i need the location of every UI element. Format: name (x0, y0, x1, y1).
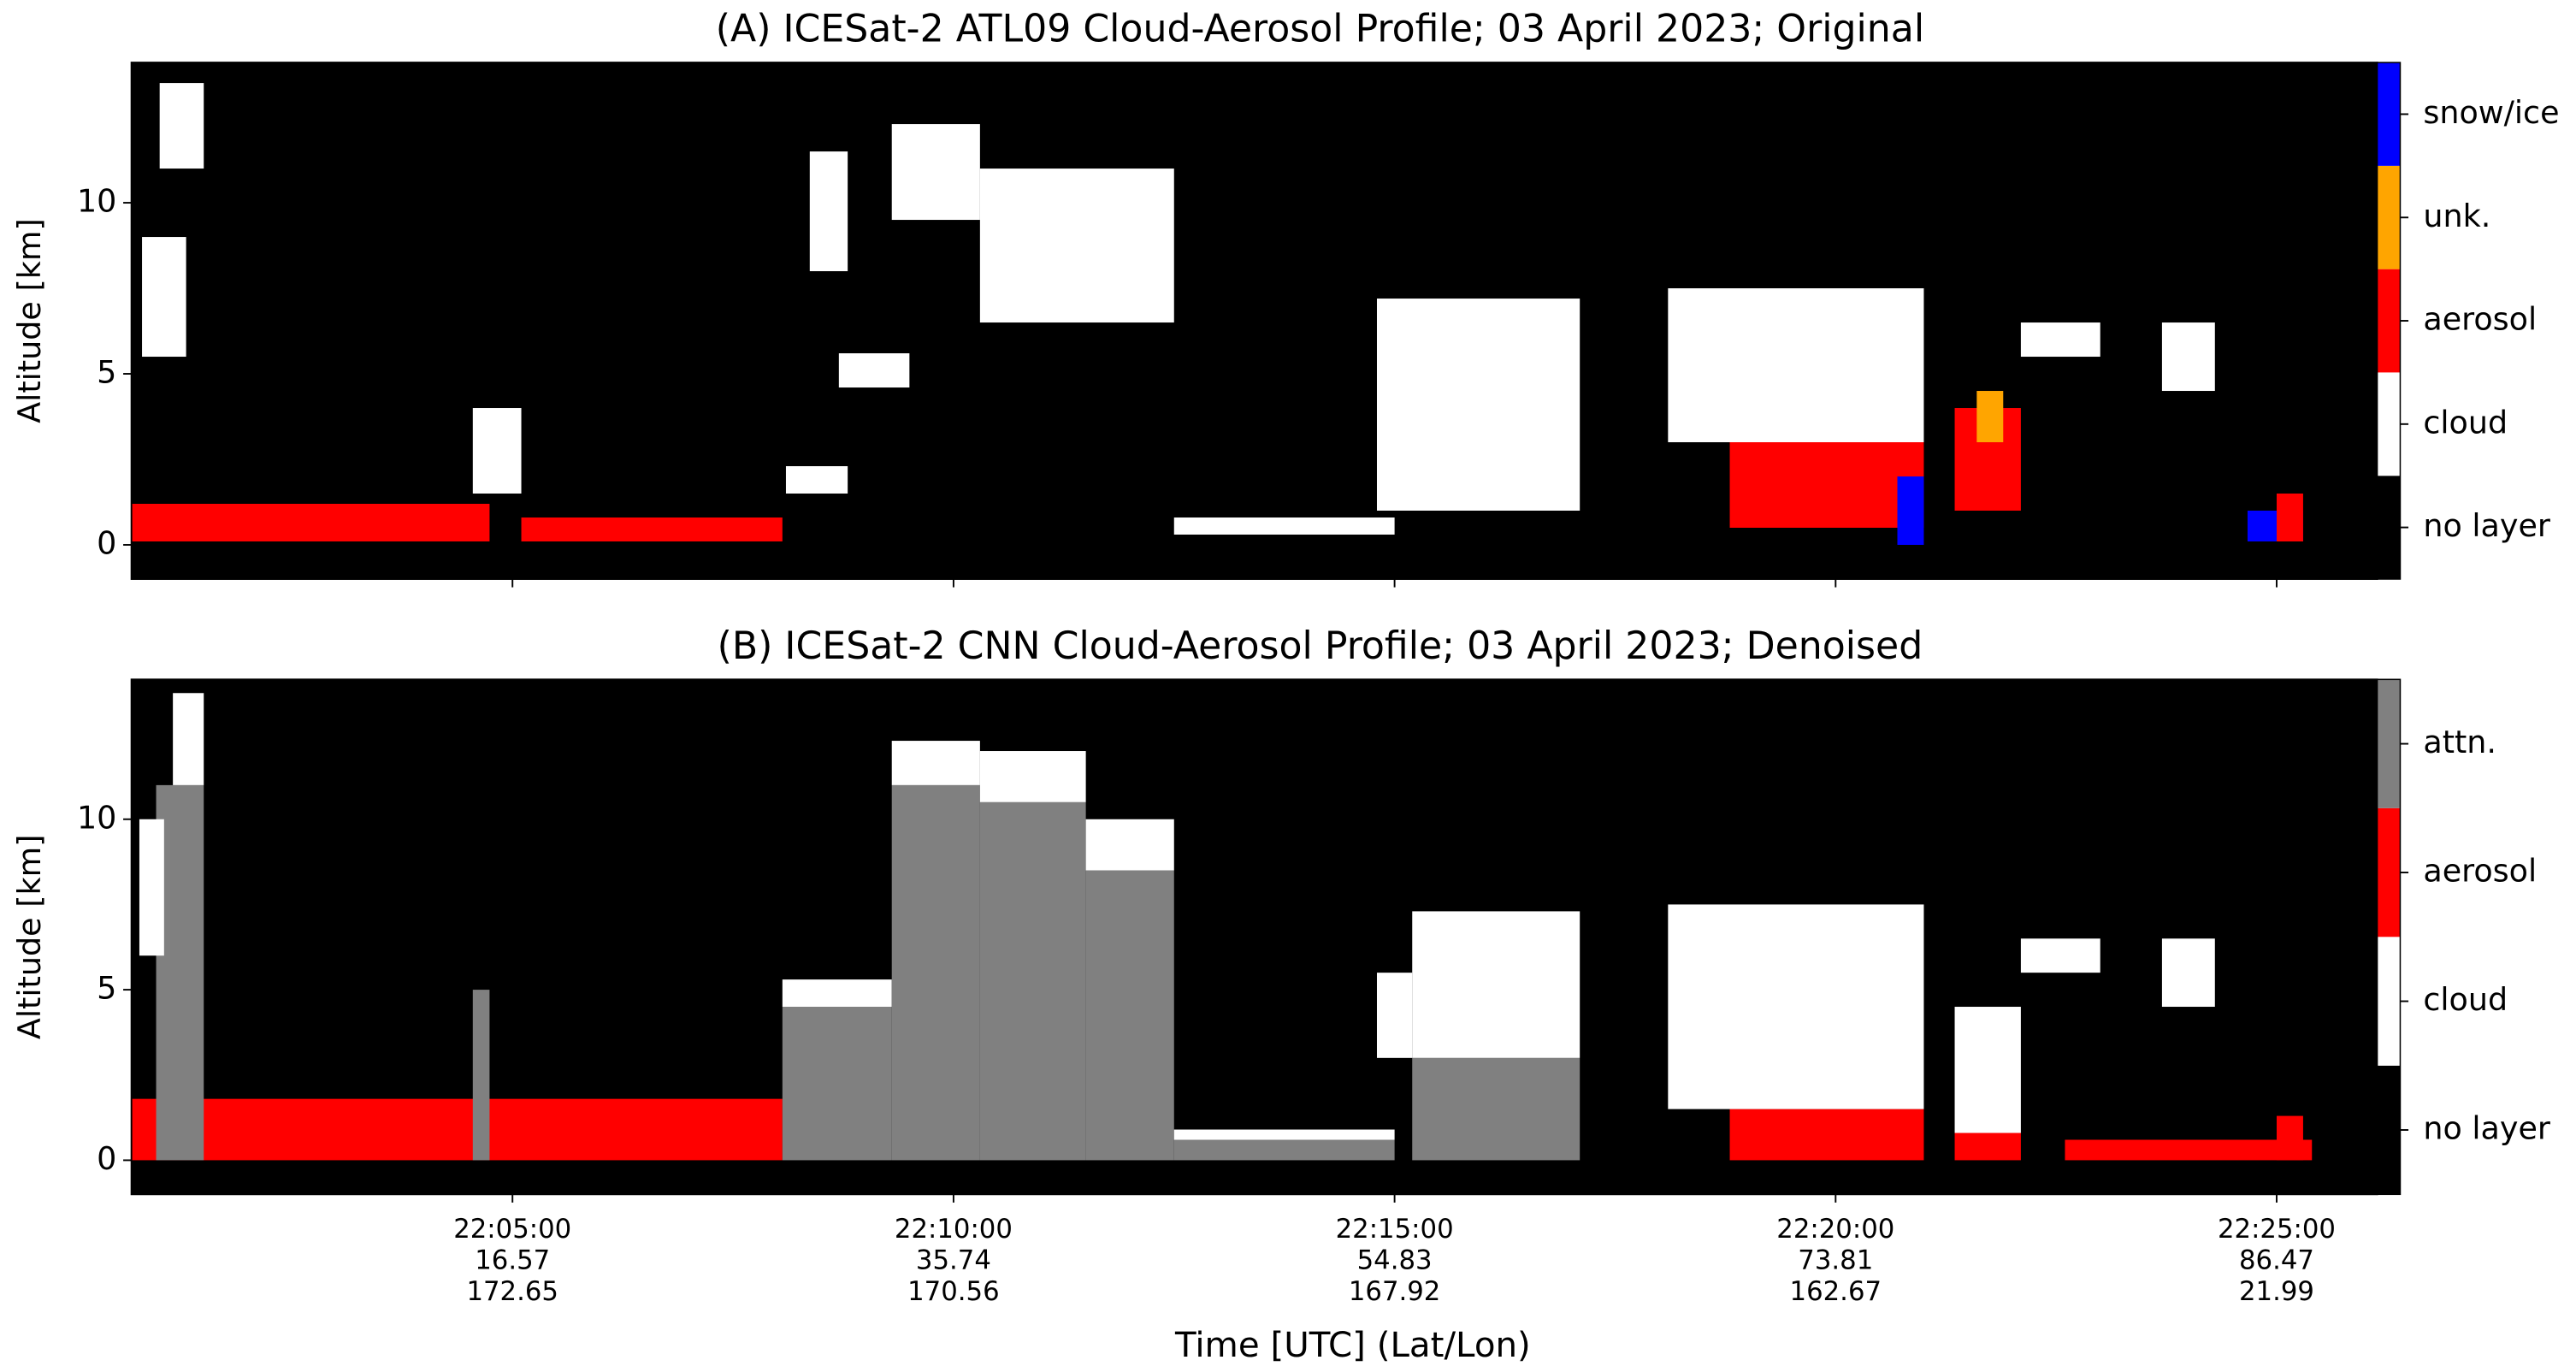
layer-region (1668, 288, 1924, 443)
x-tick-label: 22:20:00 (1776, 1214, 1894, 1245)
y-tick-label: 10 (77, 799, 116, 836)
x-tick-lat: 54.83 (1357, 1245, 1433, 1276)
x-tick-lat: 16.57 (475, 1245, 550, 1276)
layer-region (809, 151, 848, 272)
panel-title: (B) ICESat-2 CNN Cloud-Aerosol Profile; … (718, 624, 1923, 668)
layer-region (131, 1098, 783, 1161)
layer-region (1173, 517, 1395, 535)
layer-region (979, 751, 1086, 802)
layer-region (472, 990, 490, 1161)
colorbar-segment (2377, 807, 2401, 937)
layer-region (472, 408, 522, 494)
layer-region (891, 784, 980, 1161)
colorbar-segment (2377, 372, 2401, 476)
y-tick-label: 5 (97, 970, 116, 1007)
colorbar-label: cloud (2423, 981, 2508, 1018)
y-axis-label: Altitude [km] (11, 835, 48, 1040)
layer-region (1668, 904, 1924, 1109)
x-axis-label: Time [UTC] (Lat/Lon) (1174, 1325, 1531, 1365)
colorbar-label: no layer (2423, 1110, 2550, 1147)
layer-region (2161, 938, 2215, 1008)
colorbar-frame (2376, 678, 2402, 1196)
layer-region (1085, 870, 1174, 1161)
x-tick-lon: 162.67 (1790, 1276, 1882, 1307)
layer-region (521, 517, 783, 541)
layer-region (891, 741, 980, 785)
colorbar-segment (2377, 937, 2401, 1066)
x-tick-lat: 73.81 (1798, 1245, 1873, 1276)
layer-region (2065, 1139, 2313, 1161)
colorbar-segment (2377, 476, 2401, 579)
layer-region (159, 83, 204, 169)
colorbar-label: snow/ice (2423, 94, 2559, 131)
layer-region (1954, 1007, 2021, 1133)
panel-title: (A) ICESat-2 ATL09 Cloud-Aerosol Profile… (716, 8, 1924, 51)
x-tick-lat: 35.74 (916, 1245, 991, 1276)
layer-region (1412, 1057, 1580, 1161)
colorbar-segment (2377, 62, 2401, 166)
y-tick-label: 10 (77, 183, 116, 220)
layer-region (1085, 819, 1174, 871)
y-tick-label: 0 (97, 1140, 116, 1177)
layer-region (2020, 938, 2100, 973)
layer-region (782, 979, 892, 1008)
layer-region (2276, 494, 2303, 541)
colorbar-label: cloud (2423, 404, 2508, 441)
y-tick-label: 0 (97, 524, 116, 561)
colorbar-segment (2377, 679, 2401, 808)
layer-region (1976, 391, 2004, 443)
layer-region (1376, 299, 1580, 512)
layer-region (1729, 442, 1924, 528)
colorbar-label: attn. (2423, 724, 2496, 760)
colorbar-segment (2377, 1065, 2401, 1195)
layer-region (131, 504, 490, 541)
layer-region (782, 1007, 892, 1161)
colorbar-label: unk. (2423, 198, 2490, 234)
x-tick-label: 22:15:00 (1336, 1214, 1454, 1245)
plot-background (131, 62, 2378, 579)
layer-region (142, 237, 186, 358)
layer-region (173, 693, 204, 785)
layer-region (891, 124, 980, 221)
x-tick-label: 22:10:00 (895, 1214, 1013, 1245)
y-tick-label: 5 (97, 354, 116, 391)
layer-region (2161, 322, 2215, 392)
colorbar-label: no layer (2423, 507, 2550, 544)
colorbar-segment (2377, 269, 2401, 373)
layer-region (785, 466, 848, 494)
x-tick-lon: 167.92 (1349, 1276, 1441, 1307)
x-tick-lon: 172.65 (466, 1276, 558, 1307)
x-tick-lon: 21.99 (2239, 1276, 2314, 1307)
layer-region (2020, 322, 2100, 358)
layer-region (1173, 1129, 1395, 1140)
colorbar-segment (2377, 165, 2401, 269)
x-tick-label: 22:05:00 (453, 1214, 571, 1245)
y-axis-label: Altitude [km] (11, 218, 48, 423)
layer-region (1954, 1132, 2021, 1161)
layer-region (1897, 476, 1924, 545)
layer-region (979, 801, 1086, 1161)
x-tick-lat: 86.47 (2239, 1245, 2314, 1276)
layer-region (1412, 911, 1580, 1058)
x-tick-lon: 170.56 (907, 1276, 1000, 1307)
colorbar-label: aerosol (2423, 853, 2537, 890)
colorbar-label: aerosol (2423, 301, 2537, 338)
layer-region (139, 819, 164, 956)
layer-region (979, 169, 1174, 323)
layer-region (2276, 1115, 2303, 1161)
layer-region (1729, 1109, 1924, 1161)
colorbar-frame (2376, 62, 2402, 580)
layer-region (1173, 1139, 1395, 1161)
layer-region (1376, 973, 1413, 1058)
layer-region (838, 353, 910, 388)
x-tick-label: 22:25:00 (2218, 1214, 2336, 1245)
